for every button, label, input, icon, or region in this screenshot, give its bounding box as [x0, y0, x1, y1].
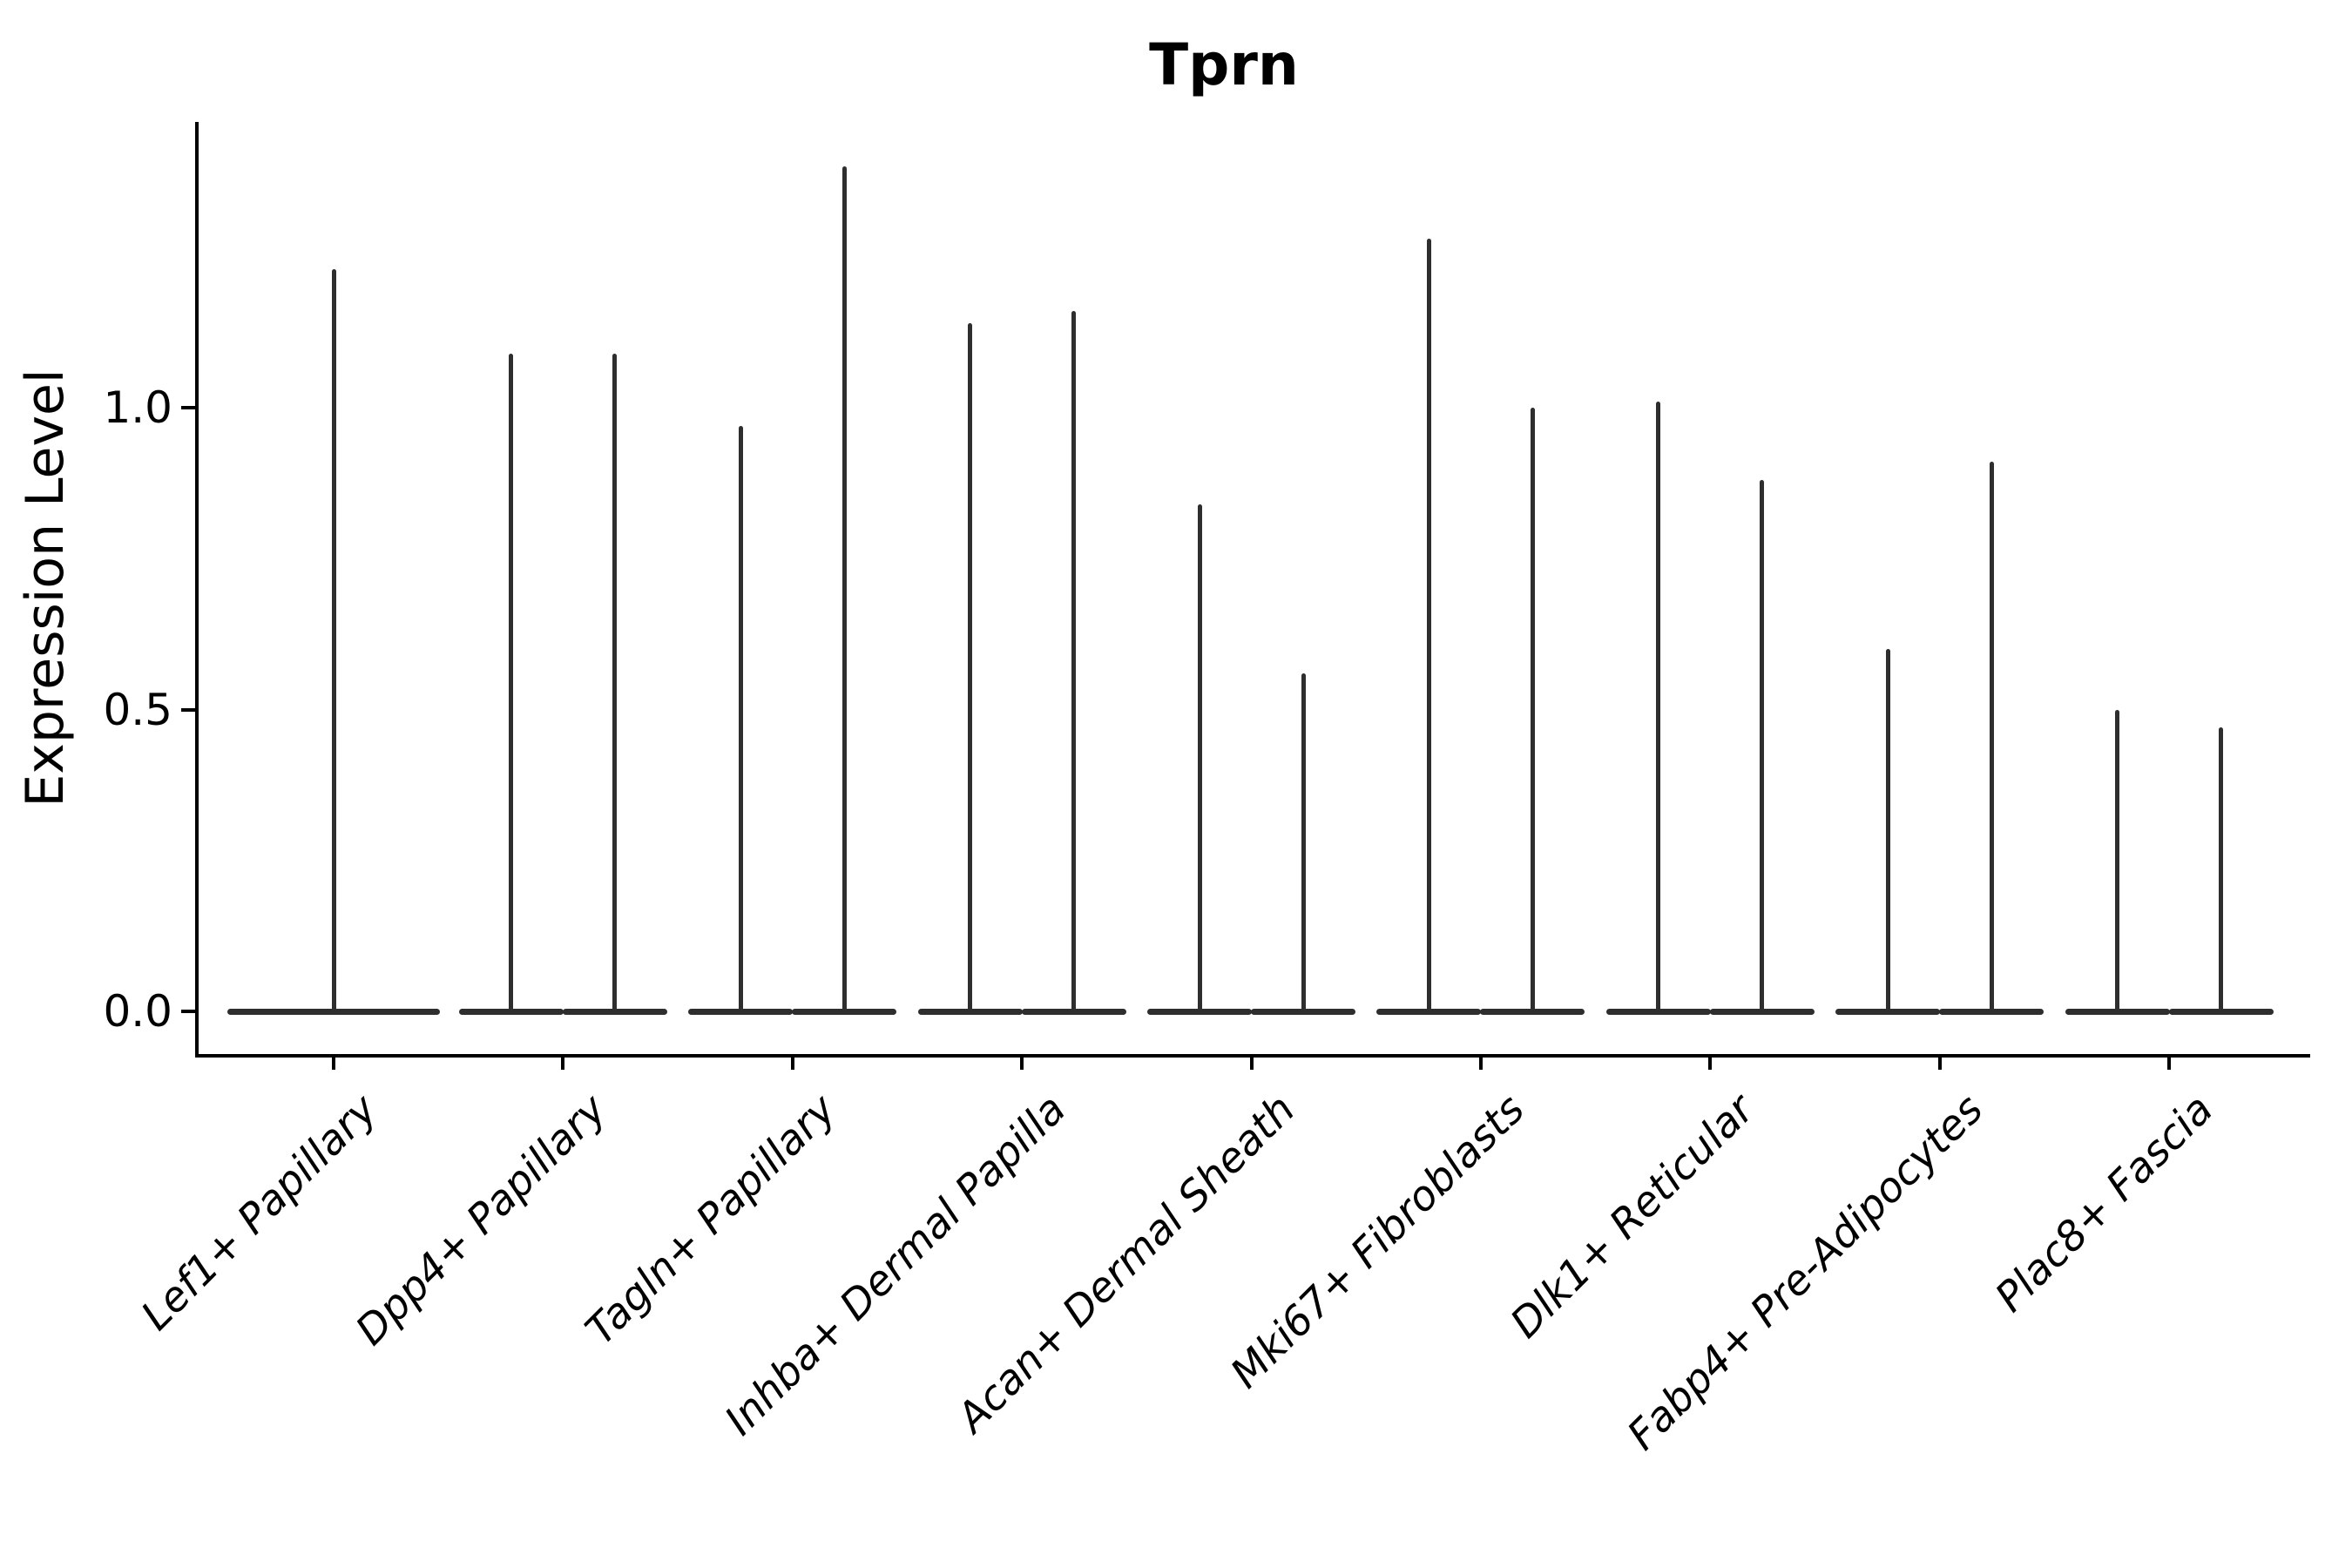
violin-spike [1197, 504, 1202, 1015]
x-tick [561, 1056, 565, 1070]
x-tick-label: Dpp4+ Papillary [347, 1085, 617, 1355]
x-tick [1020, 1056, 1024, 1070]
violin-spike [331, 268, 336, 1015]
chart-title: Tprn [1149, 31, 1299, 98]
x-tick [790, 1056, 794, 1070]
violin-spike [2219, 727, 2223, 1015]
violin-spike [1760, 480, 1765, 1015]
violin-spike [1530, 408, 1535, 1015]
violin-spike [968, 322, 973, 1015]
violin-spike [509, 353, 514, 1015]
violin-spike [1989, 462, 1994, 1015]
y-tick [181, 406, 197, 409]
y-axis-spine [195, 122, 199, 1058]
x-tick [1478, 1056, 1483, 1070]
y-tick-label: 0.0 [103, 986, 172, 1037]
violin-spike [738, 425, 743, 1015]
violin-spike [1071, 311, 1077, 1015]
violin-spike [1426, 238, 1431, 1015]
y-tick-label: 1.0 [103, 382, 172, 433]
violin-spike [1656, 402, 1661, 1015]
violin-spike [841, 166, 847, 1015]
y-tick-label: 0.5 [103, 684, 172, 735]
x-tick [1937, 1056, 1942, 1070]
y-axis-label: Expression Level [15, 368, 76, 808]
violin-spike [1885, 649, 1890, 1015]
x-tick-label: Plac8+ Fascia [1985, 1085, 2222, 1322]
x-tick-label: Lef1+ Papillary [132, 1085, 387, 1341]
x-tick-label: Tagln+ Papillary [576, 1085, 846, 1355]
violin-spike [2115, 709, 2119, 1015]
x-tick [332, 1056, 335, 1070]
x-tick [2167, 1056, 2171, 1070]
violin-spike [612, 353, 618, 1015]
y-tick [181, 1010, 197, 1013]
x-tick-label: Dlk1+ Reticular [1501, 1085, 1764, 1348]
x-tick [1708, 1056, 1713, 1070]
y-tick [181, 707, 197, 712]
x-tick [1249, 1056, 1254, 1070]
violin-spike [1301, 672, 1306, 1015]
